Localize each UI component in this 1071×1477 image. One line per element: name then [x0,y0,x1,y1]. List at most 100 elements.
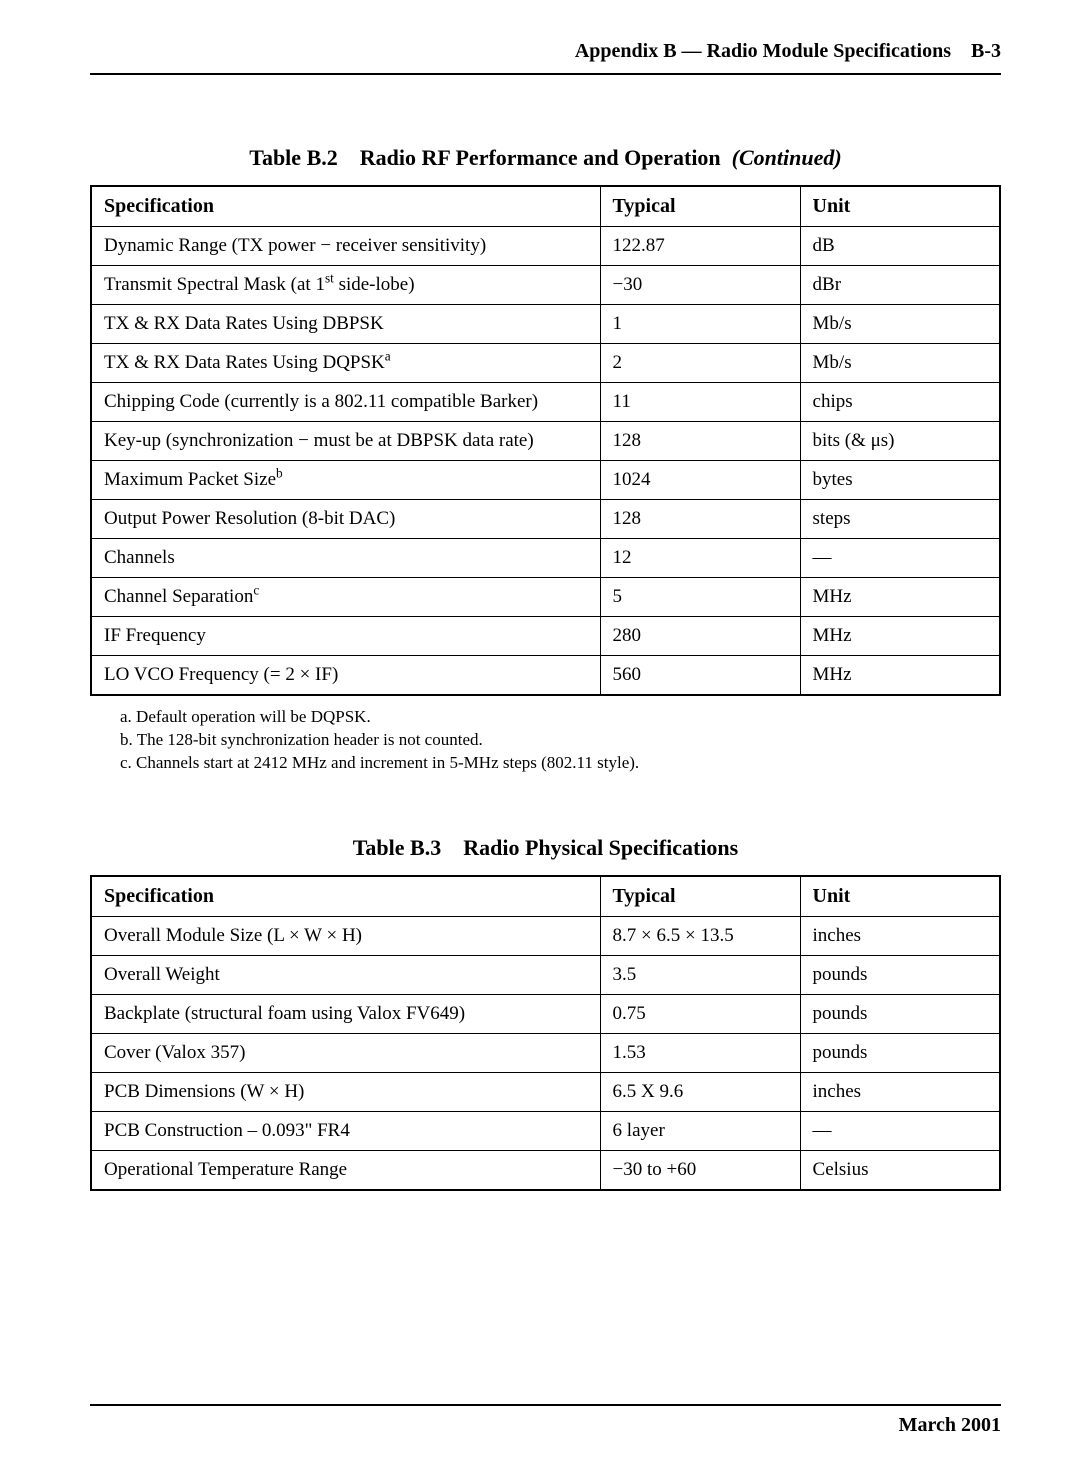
table-b3-caption: Table B.3 Radio Physical Specifications [90,835,1001,861]
cell-unit: dBr [800,266,1000,305]
page-header: Appendix B — Radio Module Specifications… [90,40,1001,75]
table-row: Channels12— [91,539,1000,578]
cell-typical: 128 [600,500,800,539]
table-row: Cover (Valox 357)1.53pounds [91,1033,1000,1072]
cell-spec: Operational Temperature Range [91,1150,600,1190]
cell-typical: −30 [600,266,800,305]
cell-typical: 6.5 X 9.6 [600,1072,800,1111]
cell-typical: 122.87 [600,227,800,266]
table-b2-col-unit: Unit [800,186,1000,227]
cell-unit: bits (& μs) [800,422,1000,461]
cell-unit: inches [800,916,1000,955]
cell-spec: PCB Construction – 0.093" FR4 [91,1111,600,1150]
cell-spec: Backplate (structural foam using Valox F… [91,994,600,1033]
table-row: PCB Construction – 0.093" FR46 layer— [91,1111,1000,1150]
table-row: Overall Module Size (L × W × H)8.7 × 6.5… [91,916,1000,955]
cell-typical: 128 [600,422,800,461]
table-b2-caption-number: Table B.2 [249,145,337,170]
table-b3: Specification Typical Unit Overall Modul… [90,875,1001,1191]
cell-spec: Dynamic Range (TX power − receiver sensi… [91,227,600,266]
table-b2-header-row: Specification Typical Unit [91,186,1000,227]
cell-spec: Output Power Resolution (8-bit DAC) [91,500,600,539]
cell-typical: −30 to +60 [600,1150,800,1190]
table-b2: Specification Typical Unit Dynamic Range… [90,185,1001,696]
table-b3-col-typ: Typical [600,876,800,917]
cell-spec: TX & RX Data Rates Using DBPSK [91,305,600,344]
table-b3-col-unit: Unit [800,876,1000,917]
cell-unit: bytes [800,461,1000,500]
table-row: Operational Temperature Range−30 to +60C… [91,1150,1000,1190]
cell-spec: Chipping Code (currently is a 802.11 com… [91,383,600,422]
cell-unit: MHz [800,617,1000,656]
table-row: Channel Separationc5MHz [91,578,1000,617]
cell-unit: dB [800,227,1000,266]
table-b3-header-row: Specification Typical Unit [91,876,1000,917]
table-row: IF Frequency280MHz [91,617,1000,656]
cell-unit: pounds [800,955,1000,994]
cell-spec: Cover (Valox 357) [91,1033,600,1072]
table-b2-caption: Table B.2 Radio RF Performance and Opera… [90,145,1001,171]
table-row: Overall Weight3.5pounds [91,955,1000,994]
table-row: TX & RX Data Rates Using DBPSK1Mb/s [91,305,1000,344]
table-b2-col-typ: Typical [600,186,800,227]
table-row: Maximum Packet Sizeb1024bytes [91,461,1000,500]
page-footer: March 2001 [90,1404,1001,1437]
cell-typical: 1.53 [600,1033,800,1072]
cell-unit: Mb/s [800,344,1000,383]
cell-unit: — [800,1111,1000,1150]
cell-unit: inches [800,1072,1000,1111]
table-row: Transmit Spectral Mask (at 1st side-lobe… [91,266,1000,305]
footnote-c: c. Channels start at 2412 MHz and increm… [120,752,1001,775]
table-row: Chipping Code (currently is a 802.11 com… [91,383,1000,422]
cell-typical: 12 [600,539,800,578]
cell-spec: TX & RX Data Rates Using DQPSKa [91,344,600,383]
table-row: TX & RX Data Rates Using DQPSKa2Mb/s [91,344,1000,383]
cell-typical: 2 [600,344,800,383]
table-row: LO VCO Frequency (= 2 × IF)560MHz [91,656,1000,696]
footnote-b: b. The 128-bit synchronization header is… [120,729,1001,752]
table-row: Output Power Resolution (8-bit DAC)128st… [91,500,1000,539]
cell-unit: steps [800,500,1000,539]
cell-spec: PCB Dimensions (W × H) [91,1072,600,1111]
table-b3-caption-number: Table B.3 [353,835,441,860]
cell-typical: 280 [600,617,800,656]
header-pageref: B-3 [971,40,1001,62]
table-b2-caption-title: Radio RF Performance and Operation [360,145,721,170]
cell-spec: Channels [91,539,600,578]
cell-unit: pounds [800,994,1000,1033]
cell-spec: Maximum Packet Sizeb [91,461,600,500]
cell-unit: Celsius [800,1150,1000,1190]
table-b2-col-spec: Specification [91,186,600,227]
cell-typical: 5 [600,578,800,617]
cell-spec: Channel Separationc [91,578,600,617]
cell-spec: Overall Weight [91,955,600,994]
cell-spec: Key-up (synchronization − must be at DBP… [91,422,600,461]
cell-unit: MHz [800,578,1000,617]
cell-spec: Transmit Spectral Mask (at 1st side-lobe… [91,266,600,305]
table-row: Key-up (synchronization − must be at DBP… [91,422,1000,461]
cell-typical: 11 [600,383,800,422]
cell-typical: 1 [600,305,800,344]
cell-typical: 3.5 [600,955,800,994]
cell-unit: MHz [800,656,1000,696]
cell-unit: Mb/s [800,305,1000,344]
cell-unit: pounds [800,1033,1000,1072]
cell-spec: IF Frequency [91,617,600,656]
cell-unit: — [800,539,1000,578]
table-row: Dynamic Range (TX power − receiver sensi… [91,227,1000,266]
table-row: Backplate (structural foam using Valox F… [91,994,1000,1033]
cell-typical: 6 layer [600,1111,800,1150]
cell-typical: 560 [600,656,800,696]
cell-typical: 8.7 × 6.5 × 13.5 [600,916,800,955]
header-title: Appendix B — Radio Module Specifications [575,40,951,62]
cell-typical: 1024 [600,461,800,500]
cell-spec: LO VCO Frequency (= 2 × IF) [91,656,600,696]
table-b2-footnotes: a. Default operation will be DQPSK. b. T… [120,706,1001,775]
cell-unit: chips [800,383,1000,422]
cell-spec: Overall Module Size (L × W × H) [91,916,600,955]
table-b3-col-spec: Specification [91,876,600,917]
table-b2-caption-suffix: (Continued) [726,145,842,170]
footnote-a: a. Default operation will be DQPSK. [120,706,1001,729]
table-row: PCB Dimensions (W × H)6.5 X 9.6inches [91,1072,1000,1111]
cell-typical: 0.75 [600,994,800,1033]
